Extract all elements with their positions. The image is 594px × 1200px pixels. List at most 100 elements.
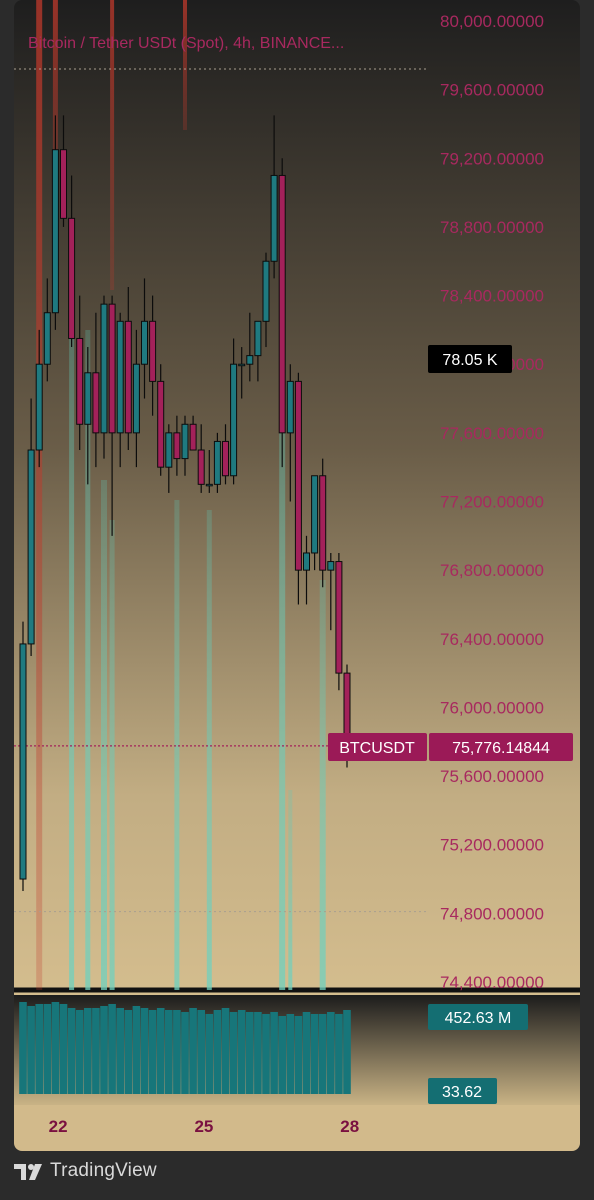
volume-bar — [197, 1010, 205, 1094]
chart-frame: 80,000.00000 79,600.00000 79,200.00000 78,8… — [14, 0, 580, 1151]
candle — [68, 175, 76, 348]
candle — [230, 338, 238, 485]
candle — [157, 364, 165, 476]
price-tick-label: 76,400.00000 — [440, 630, 544, 649]
candle — [35, 329, 43, 468]
candle — [189, 415, 197, 451]
volume-bar — [67, 1008, 76, 1094]
candle — [165, 424, 173, 493]
volume-bar — [262, 1014, 270, 1094]
candle — [181, 415, 189, 476]
price-axis[interactable]: 80,000.00000 79,600.00000 79,200.00000 78,8… — [440, 12, 544, 992]
volume-series — [19, 1002, 351, 1094]
candle — [303, 535, 310, 605]
candle — [132, 329, 140, 468]
volume-bar — [335, 1014, 343, 1094]
last-price-badge: BTCUSDT 75,776.14844 — [328, 733, 573, 761]
indicator-band-teal — [69, 260, 75, 990]
indicator-band-red — [36, 0, 43, 990]
volume-bar — [286, 1014, 295, 1094]
candle — [100, 295, 108, 459]
volume-bar — [246, 1012, 254, 1094]
candle — [246, 312, 254, 382]
volume-value-label: 452.63 M — [445, 1010, 512, 1027]
indicator-band-teal — [319, 580, 326, 990]
volume-bar — [213, 1010, 222, 1094]
volume-bar — [221, 1008, 230, 1094]
last-price-label: 75,776.14844 — [452, 740, 550, 757]
time-axis-background — [14, 1105, 580, 1151]
candle — [311, 475, 319, 571]
price-tick-label: 78,800.00000 — [440, 218, 544, 237]
candle — [27, 398, 35, 656]
candle — [254, 320, 262, 382]
price-tick-label: 79,200.00000 — [440, 149, 544, 168]
indicator-band-red — [183, 0, 187, 130]
candle — [205, 450, 213, 493]
candle — [149, 295, 157, 416]
candle — [270, 115, 278, 279]
volume-bar — [181, 1012, 189, 1094]
candle — [197, 424, 205, 493]
indicator-bands — [36, 0, 326, 990]
volume-bar — [294, 1016, 303, 1094]
indicator-band-teal — [288, 790, 293, 990]
volume-bar — [140, 1008, 149, 1094]
tradingview-logo-icon[interactable] — [14, 1161, 44, 1183]
price-tick-label: 77,200.00000 — [440, 493, 544, 512]
price-tick-label: 75,600.00000 — [440, 767, 544, 786]
volume-bar — [237, 1010, 246, 1094]
symbol-title[interactable]: Bitcoin / Tether USDt (Spot), 4h, BINANC… — [28, 35, 344, 52]
symbol-tag-label: BTCUSDT — [339, 740, 415, 757]
volume-bar — [132, 1006, 141, 1094]
candle — [222, 424, 229, 485]
volume-bar — [327, 1012, 335, 1094]
volume-bar — [124, 1010, 133, 1094]
oscillator-value-label: 33.62 — [442, 1084, 482, 1101]
volume-bar — [148, 1010, 157, 1094]
candle — [213, 432, 221, 493]
time-tick-label: 22 — [49, 1117, 68, 1136]
indicator-band-teal — [279, 300, 286, 990]
time-axis[interactable]: 22 25 28 — [49, 1117, 360, 1136]
candle — [84, 347, 92, 485]
time-tick-label: 28 — [340, 1117, 359, 1136]
price-tick-label: 74,800.00000 — [440, 904, 544, 923]
volume-bar — [229, 1012, 238, 1094]
chart-svg[interactable]: 80,000.00000 79,600.00000 79,200.00000 78,8… — [14, 0, 580, 1151]
candle — [92, 312, 100, 468]
candle — [19, 621, 27, 892]
volume-bar — [165, 1010, 173, 1094]
volume-bar — [302, 1012, 311, 1094]
candle — [76, 295, 84, 451]
volume-bar — [343, 1010, 351, 1094]
volume-bar — [108, 1004, 116, 1094]
candle — [51, 115, 59, 330]
volume-bar — [189, 1008, 197, 1094]
candle — [124, 286, 132, 451]
price-tick-label: 79,600.00000 — [440, 81, 544, 100]
candle — [262, 252, 270, 348]
tradingview-brand-text[interactable]: TradingView — [50, 1160, 157, 1181]
candlestick-series — [19, 115, 351, 892]
volume-bar — [59, 1004, 68, 1094]
crosshair-price-badge: 78.05 K — [428, 345, 512, 373]
footer-bar — [0, 1151, 594, 1200]
indicator-band-teal — [206, 510, 212, 990]
indicator-band-red — [52, 0, 58, 200]
price-tick-label: 78,400.00000 — [440, 287, 544, 306]
volume-bar — [156, 1008, 165, 1094]
price-tick-label: 76,800.00000 — [440, 561, 544, 580]
indicator-band-teal — [85, 330, 91, 990]
volume-bar — [43, 1004, 52, 1094]
volume-bar — [19, 1002, 27, 1094]
indicator-band-teal — [109, 520, 115, 990]
volume-bar — [27, 1006, 35, 1094]
candle — [141, 278, 148, 399]
volume-bar — [254, 1012, 262, 1094]
volume-bar — [205, 1014, 214, 1094]
volume-bar — [116, 1008, 124, 1094]
price-tick-label: 75,200.00000 — [440, 836, 544, 855]
volume-bar — [84, 1008, 92, 1094]
oscillator-value-badge: 33.62 — [428, 1078, 497, 1104]
